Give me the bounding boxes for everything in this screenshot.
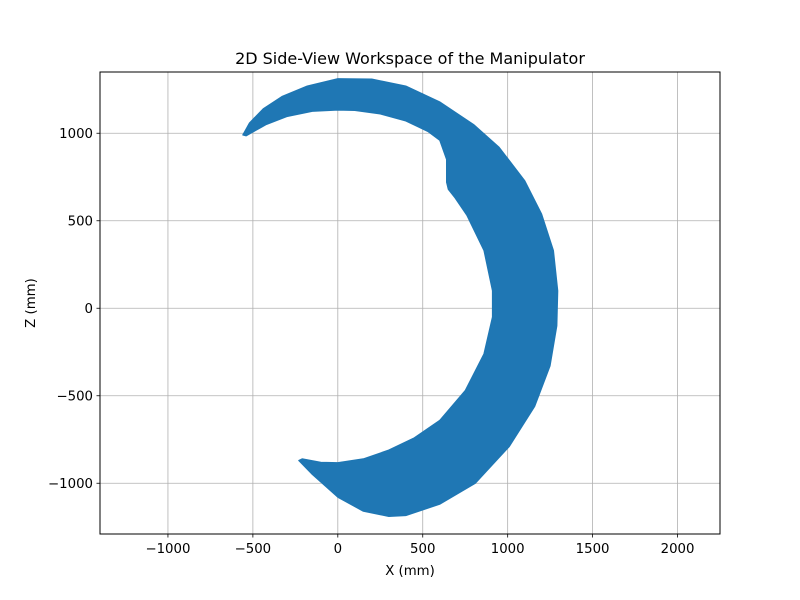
y-axis-label: Z (mm)	[24, 278, 39, 328]
grid	[100, 72, 720, 534]
x-tick-label: 0	[334, 542, 342, 557]
x-axis-label: X (mm)	[385, 564, 435, 579]
chart-title: 2D Side-View Workspace of the Manipulato…	[235, 49, 585, 68]
y-tick-label: 1000	[59, 127, 93, 142]
x-tick-label: −500	[235, 542, 272, 557]
ticks: −1000 −500 0 500 1000 1500 2000 −1000 −500 0 500 10…	[48, 127, 694, 557]
y-tick-label: −500	[56, 389, 93, 404]
axes-frame	[99, 71, 721, 535]
y-tick-label: −1000	[48, 477, 93, 492]
x-tick-label: 1500	[576, 542, 610, 557]
y-tick-label: 0	[85, 302, 93, 317]
workspace-region-layer	[242, 78, 559, 517]
workspace-region	[242, 78, 559, 517]
x-tick-label: 1000	[491, 542, 525, 557]
x-tick-label: −1000	[145, 542, 190, 557]
x-tick-label: 500	[410, 542, 435, 557]
x-tick-label: 2000	[661, 542, 695, 557]
y-tick-label: 500	[68, 214, 93, 229]
